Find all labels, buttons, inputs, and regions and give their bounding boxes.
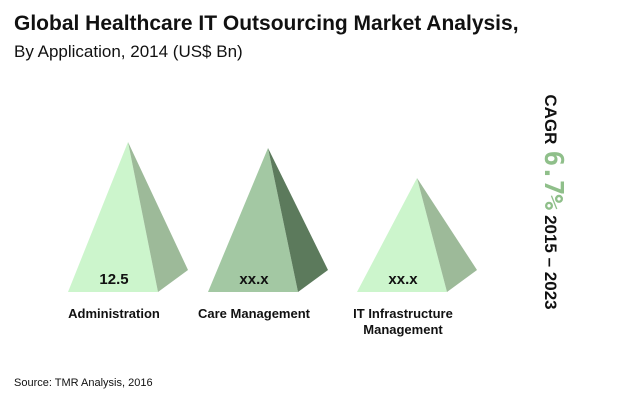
- pyramid-side-face: [268, 148, 328, 292]
- cagr-annotation: CAGR 6.7% 2015 – 2023: [533, 94, 573, 309]
- chart-title: Global Healthcare IT Outsourcing Market …: [14, 12, 519, 35]
- source-note: Source: TMR Analysis, 2016: [14, 377, 153, 389]
- chart-subtitle: By Application, 2014 (US$ Bn): [14, 42, 243, 61]
- category-label: Care Management: [198, 306, 311, 321]
- value-label: 12.5: [99, 271, 128, 288]
- cagr-period: 2015 – 2023: [541, 215, 560, 310]
- category-label: IT Infrastructure: [353, 306, 453, 321]
- pyramid-side-face: [417, 178, 477, 292]
- cagr-value: 6.7%: [538, 150, 568, 210]
- pyramid-0: [68, 142, 188, 292]
- pyramid-1: [208, 148, 328, 292]
- pyramid-2: [357, 178, 477, 292]
- category-label: Management: [363, 322, 443, 337]
- value-label: xx.x: [239, 271, 269, 288]
- pyramid-side-face: [128, 142, 188, 292]
- category-label: Administration: [68, 306, 160, 321]
- value-label: xx.x: [388, 271, 418, 288]
- cagr-label: CAGR: [541, 94, 560, 145]
